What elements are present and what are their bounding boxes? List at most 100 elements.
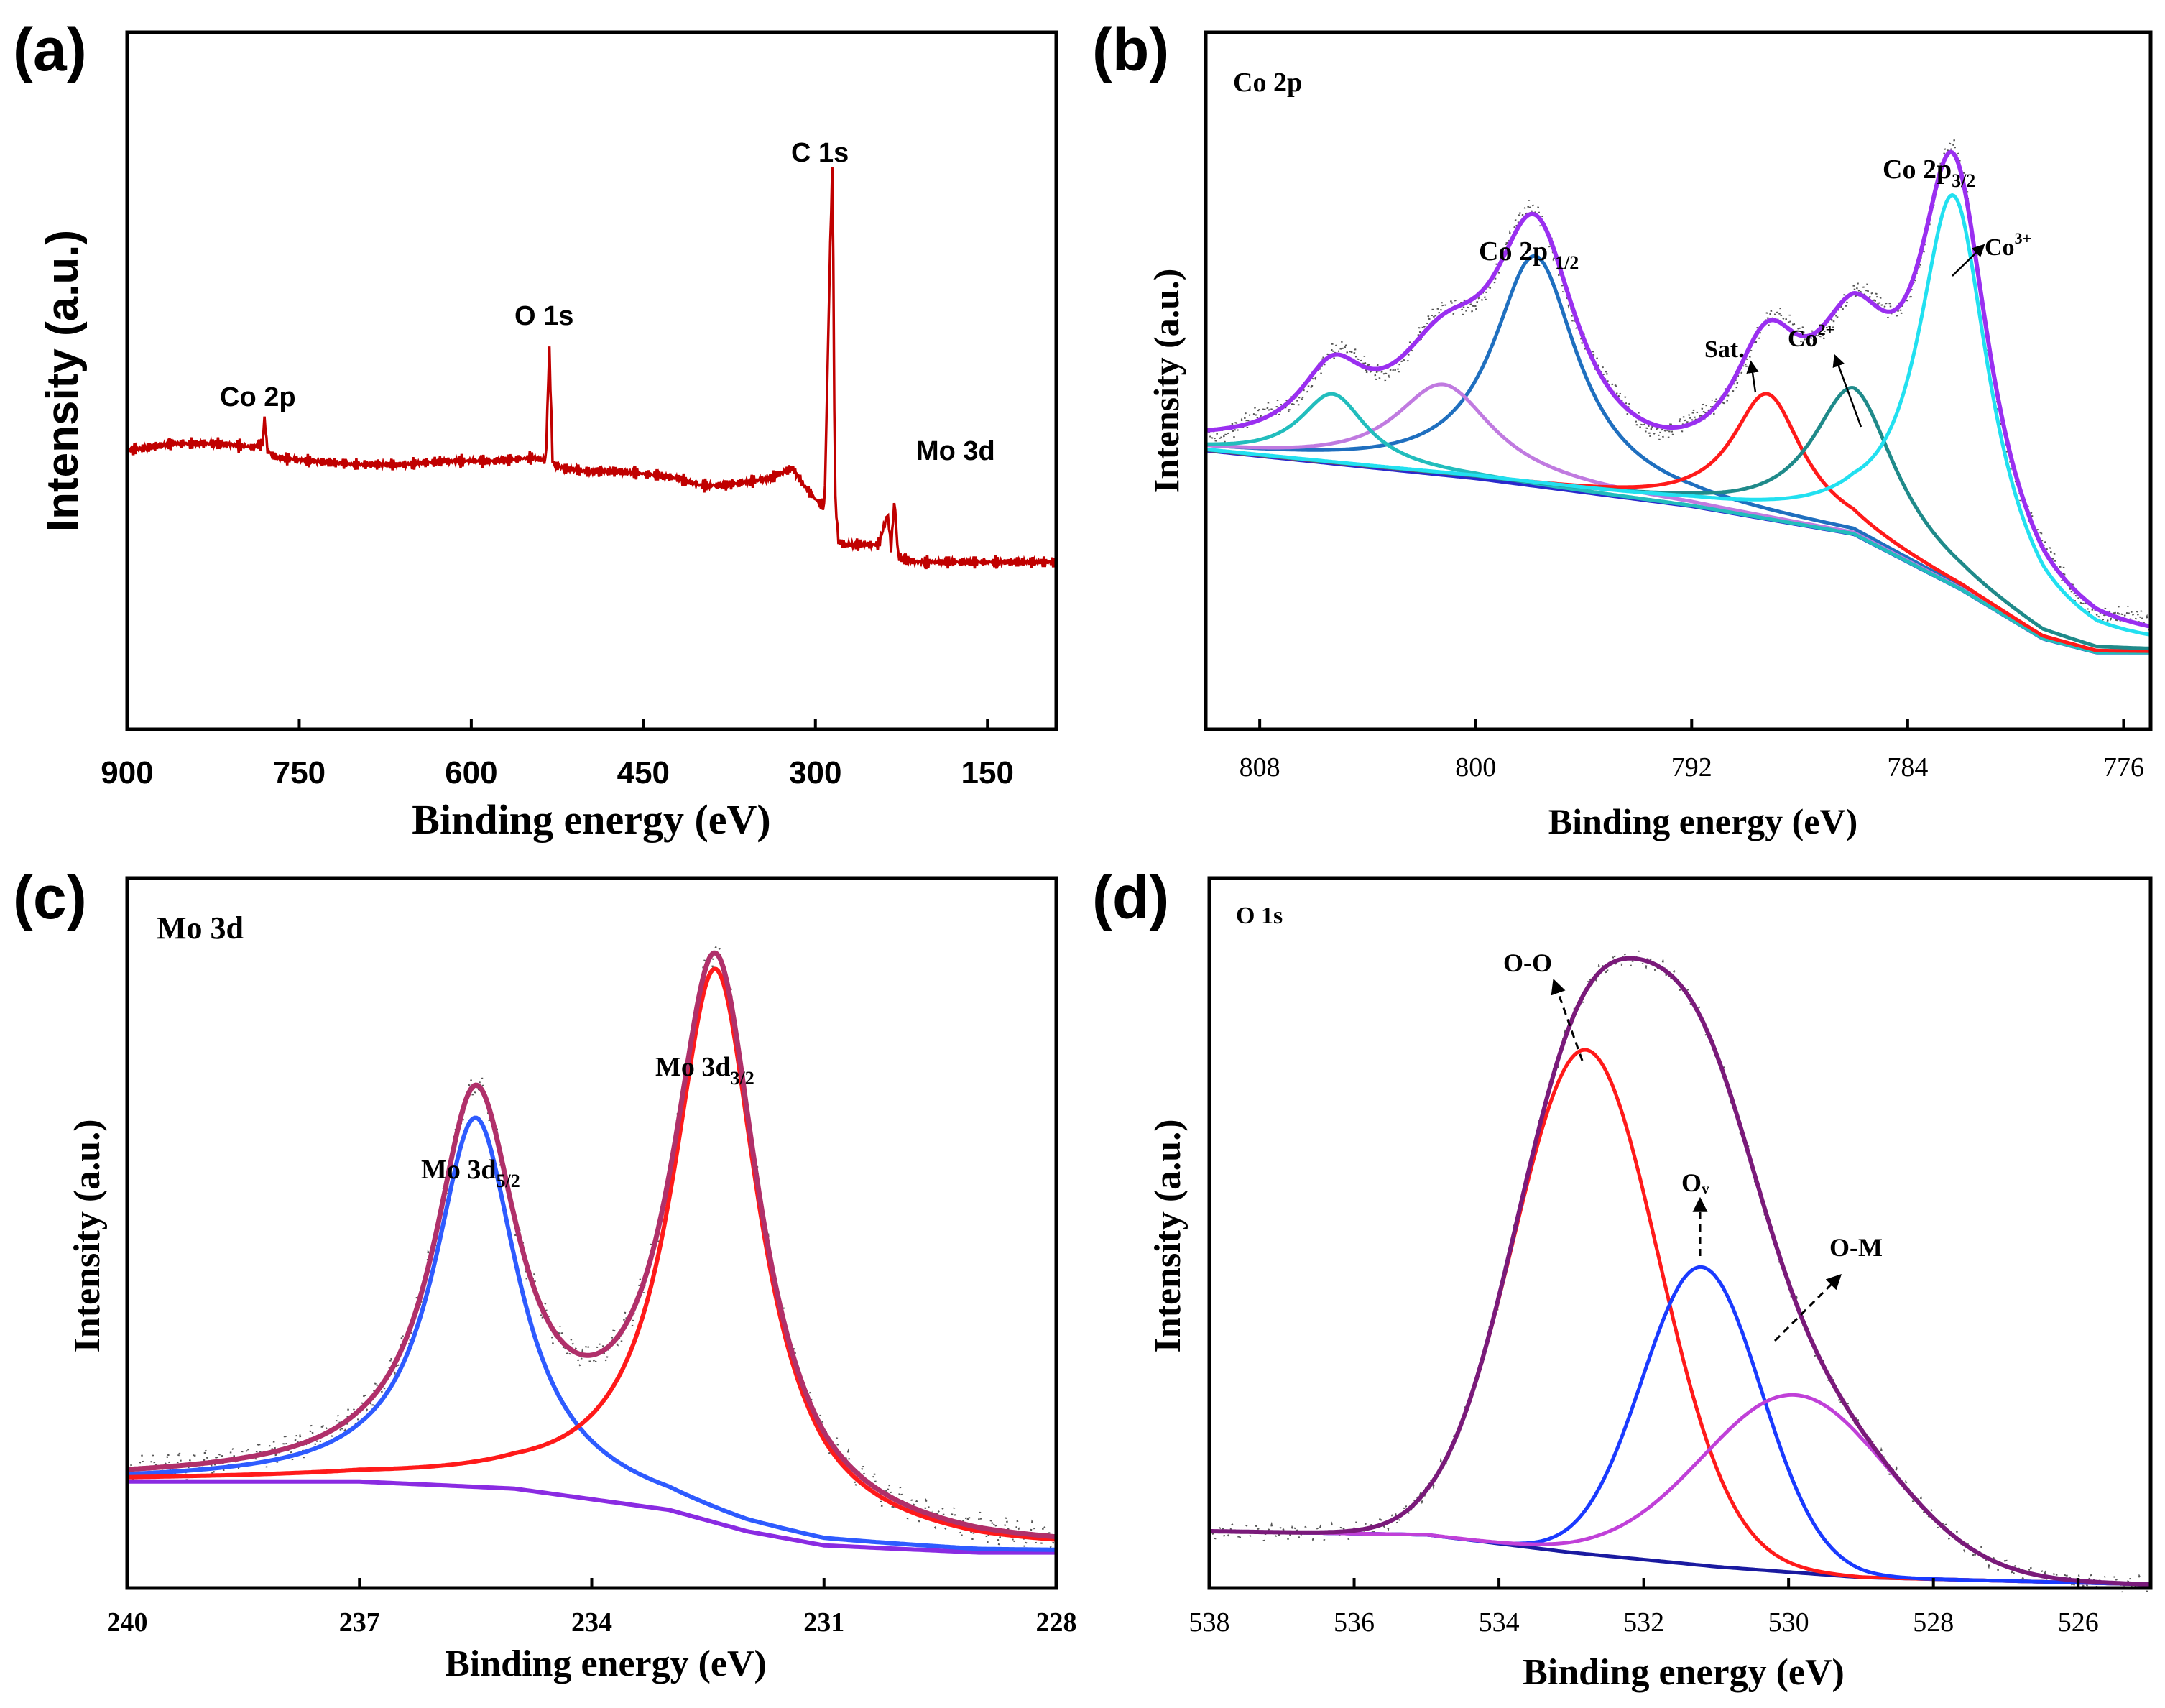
x-tick-label: 450 — [617, 755, 670, 790]
series-line-o-1s-envelope — [1209, 956, 2151, 1587]
annotation-oo: O-O — [1503, 948, 1552, 977]
panel-b-plot — [1204, 139, 2152, 655]
panel-d-y-axis-label: Intensity (a.u.) — [1148, 1119, 1188, 1352]
x-tick-label: 536 — [1334, 1607, 1375, 1638]
annotation-co2p: Co 2p — [220, 382, 296, 412]
x-tick-label: 231 — [803, 1607, 844, 1638]
x-tick-label: 234 — [571, 1607, 612, 1638]
panel-b-label: (b) — [1092, 16, 1169, 83]
series-line-o-m — [1209, 1393, 2151, 1587]
panel-c-plot — [126, 944, 1058, 1555]
panel-d-plot — [1209, 950, 2152, 1593]
panel-a-plot — [126, 167, 1058, 570]
series-line-co-2p-1-2-satellite-2 — [1205, 392, 2151, 655]
panel-a-y-axis-label: Intensity (a.u.) — [38, 230, 88, 532]
annotation-mo3d-three-half-main: Mo 3d — [655, 1052, 731, 1082]
annotation-co3plus-sup: 3+ — [2015, 229, 2032, 247]
series-line-mo-3d3-2-fit — [126, 966, 1057, 1542]
background-line — [127, 1479, 1056, 1555]
annotation-co2p-half-sub: 1/2 — [1555, 252, 1579, 273]
panel-a-x-axis-label: Binding energy (eV) — [412, 796, 770, 843]
x-tick-label: 228 — [1036, 1607, 1077, 1638]
annotation-mo3d-five-half: Mo 3d5/2 — [421, 1155, 520, 1191]
panel-a: (a) 900 750 600 450 300 150 Binding energy (e… — [13, 16, 1058, 843]
panel-c-y-axis-label: Intensity (a.u.) — [67, 1119, 108, 1352]
panel-c-label: (c) — [13, 864, 87, 931]
x-tick-label: 534 — [1479, 1607, 1520, 1638]
x-tick-label: 538 — [1189, 1607, 1230, 1638]
panel-a-frame — [125, 30, 1058, 731]
x-tick-label: 240 — [107, 1607, 148, 1638]
x-tick-label: 300 — [789, 755, 841, 790]
series-line-survey-spectrum — [126, 167, 1058, 570]
annotation-mo3d-three-half-sub: 3/2 — [731, 1068, 754, 1089]
x-tick-label: 792 — [1671, 752, 1712, 783]
series-line-co3 — [1205, 193, 2151, 637]
annotation-mo3d-five-half-main: Mo 3d — [421, 1155, 497, 1185]
panel-b-y-axis-label: Intensity (a.u.) — [1146, 269, 1186, 494]
x-tick-label: 532 — [1623, 1607, 1664, 1638]
panel-d-frame — [1207, 876, 2153, 1590]
arrow-sat — [1746, 360, 1759, 393]
x-tick-label: 237 — [339, 1607, 380, 1638]
annotation-mo3d-three-half: Mo 3d3/2 — [655, 1052, 754, 1089]
x-tick-label: 900 — [101, 755, 153, 790]
x-tick-label: 530 — [1768, 1607, 1809, 1638]
panel-b-x-ticks: 808 800 792 784 776 — [1240, 719, 2144, 783]
series-line-sat — [1205, 392, 2151, 653]
panel-c: (c) 240 237 234 231 228 Mo 3d Binding energy… — [13, 864, 1077, 1684]
annotation-co2p-three-half: Co 2p3/2 — [1883, 154, 1975, 191]
annotation-sat: Sat. — [1704, 336, 1745, 363]
x-tick-label: 784 — [1887, 752, 1928, 783]
annotation-om: O-M — [1829, 1233, 1883, 1262]
annotation-co3plus: Co3+ — [1985, 229, 2031, 261]
series-line-co-2p-envelope — [1205, 149, 2151, 629]
annotation-ov: Oᵥ — [1681, 1168, 1709, 1197]
annotation-co2plus-main: Co — [1788, 326, 1818, 352]
panel-d-title: O 1s — [1236, 903, 1283, 929]
series-line-mo-3d-envelope — [126, 950, 1057, 1540]
raw-data-points — [1204, 139, 2152, 631]
annotation-co2p-three-half-sub: 3/2 — [1952, 170, 1975, 191]
annotation-co2plus-sup: 2+ — [1818, 320, 1835, 338]
annotation-co3plus-main: Co — [1985, 234, 2015, 261]
annotation-mo3d-five-half-sub: 5/2 — [497, 1171, 520, 1191]
panel-d-x-ticks: 538 536 534 532 530 528 526 — [1189, 1578, 2099, 1638]
series-line-o — [1209, 1265, 2151, 1587]
annotation-c1s: C 1s — [791, 138, 849, 168]
panel-b-x-axis-label: Binding energy (eV) — [1548, 801, 1858, 841]
x-tick-label: 776 — [2103, 752, 2144, 783]
arrow-om — [1773, 1274, 1842, 1342]
panel-d: (d) 538 536 534 532 530 528 526 O 1s Binding e… — [1092, 864, 2153, 1693]
series-line-co-2p-1-2-satellite — [1205, 382, 2151, 654]
arrow-oo — [1551, 979, 1584, 1061]
series-line-o-o — [1209, 1048, 2151, 1587]
panel-a-label: (a) — [13, 16, 87, 83]
panel-b-title: Co 2p — [1233, 68, 1302, 98]
arrow-co3plus — [1952, 244, 1985, 277]
raw-data-points — [126, 944, 1058, 1549]
x-tick-label: 750 — [273, 755, 326, 790]
panel-b: (b) 808 800 792 784 776 Co 2p Binding energy… — [1092, 16, 2153, 841]
x-tick-label: 600 — [445, 755, 497, 790]
series-line-mo-3d5-2-fit — [126, 1115, 1057, 1552]
annotation-o1s: O 1s — [514, 301, 573, 331]
panel-c-x-axis-label: Binding energy (eV) — [445, 1643, 767, 1684]
background-line — [1209, 1529, 2151, 1587]
raw-data-points — [1209, 950, 2152, 1593]
panel-a-x-ticks: 900 750 600 450 300 150 — [101, 719, 1014, 790]
panel-c-title: Mo 3d — [157, 910, 244, 946]
annotation-co2p-three-half-main: Co 2p — [1883, 154, 1952, 185]
panel-b-frame — [1204, 30, 2153, 731]
annotation-co2p-half-main: Co 2p — [1479, 236, 1548, 267]
annotation-mo3d: Mo 3d — [916, 436, 995, 466]
arrow-co2plus — [1832, 354, 1862, 428]
annotation-co2plus: Co2+ — [1788, 320, 1834, 352]
x-tick-label: 526 — [2058, 1607, 2099, 1638]
panel-c-x-ticks: 240 237 234 231 228 — [107, 1578, 1077, 1638]
panel-d-label: (d) — [1092, 864, 1169, 931]
x-tick-label: 800 — [1455, 752, 1496, 783]
x-tick-label: 528 — [1913, 1607, 1954, 1638]
x-tick-label: 150 — [961, 755, 1014, 790]
annotation-co2p-half: Co 2p 1/2 — [1479, 236, 1579, 273]
